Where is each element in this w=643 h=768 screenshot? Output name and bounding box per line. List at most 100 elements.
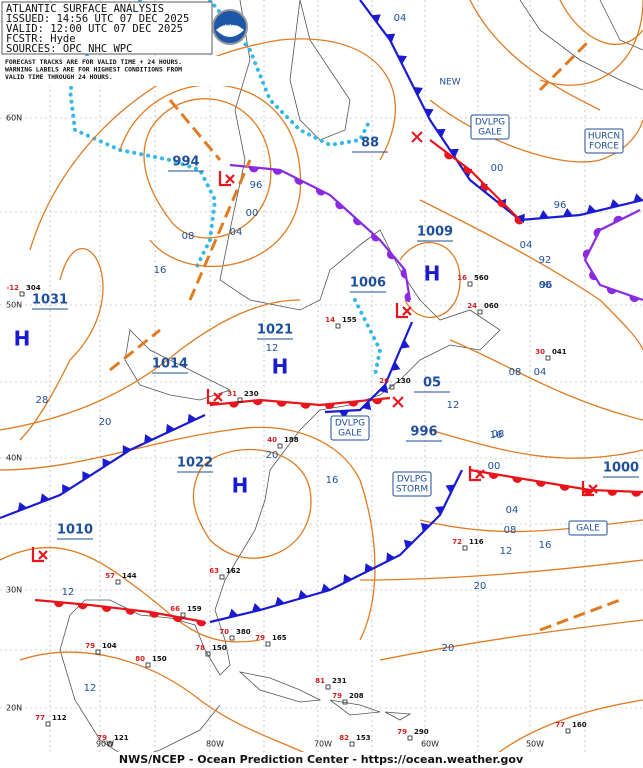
- isobar-label: 00: [488, 461, 501, 472]
- isobar-label: 96: [554, 200, 567, 211]
- station-marker: [19, 291, 25, 297]
- ice-edge: [208, 0, 372, 148]
- isobar-label: 00: [246, 208, 259, 219]
- isobar-label: 16: [154, 265, 167, 276]
- front-triangle: [165, 423, 175, 434]
- isobar: [0, 299, 301, 431]
- trough: [539, 598, 621, 632]
- high-center: H: [424, 262, 441, 286]
- front-triangle: [586, 204, 597, 214]
- warning-text: DVLPG: [335, 419, 365, 429]
- station-marker: [407, 735, 413, 741]
- latitude-label: 40N: [6, 454, 22, 463]
- front-semicircle: [589, 270, 597, 281]
- station-marker: [180, 612, 186, 618]
- isobar: [143, 98, 272, 239]
- warning-text: DVLPG: [475, 118, 505, 128]
- front-triangle: [40, 493, 50, 503]
- latitude-label: 50N: [6, 301, 22, 310]
- front-semicircle: [294, 177, 304, 185]
- front-triangle: [274, 596, 285, 606]
- header-line: ATLANTIC SURFACE ANALYSIS: [6, 3, 164, 15]
- longitude-label: 60W: [421, 740, 439, 749]
- station-marker: [389, 384, 395, 390]
- station-marker: [229, 635, 235, 641]
- front-triangle: [424, 108, 434, 118]
- isobar-label: 04: [534, 367, 547, 378]
- isobar: [399, 242, 461, 318]
- front-triangle: [403, 539, 414, 549]
- isobar-label: 92: [539, 255, 552, 266]
- station-pressure: 165: [272, 634, 287, 642]
- front-triangle: [436, 128, 446, 138]
- isobar-label: 20: [474, 581, 487, 592]
- warning-text: FORCE: [589, 142, 619, 152]
- isobar-label: 20: [266, 450, 279, 461]
- isobar: [419, 519, 643, 533]
- front-triangle: [102, 458, 112, 468]
- front-triangle: [17, 501, 28, 512]
- front-line: [359, 0, 406, 71]
- front-semicircle: [315, 188, 326, 196]
- front-semicircle: [353, 216, 362, 226]
- header-line: FCSTR: Hyde: [6, 33, 76, 45]
- station-temp: 80: [135, 655, 145, 663]
- station-temp: 70: [219, 628, 229, 636]
- front-triangle: [144, 434, 154, 444]
- latitude-label: 20N: [6, 704, 22, 713]
- high-center: H: [232, 474, 249, 498]
- footer-band: [0, 752, 643, 768]
- center-pressure: 1009: [417, 225, 453, 240]
- station-temp: 79: [255, 634, 265, 642]
- low-symbol: [581, 481, 598, 497]
- ice-edge: [67, 0, 218, 272]
- isobar-label: 16: [490, 430, 503, 441]
- warning-box: [584, 128, 624, 154]
- front-semicircle: [607, 490, 618, 496]
- isobar-label: 12: [84, 683, 97, 694]
- station-marker: [325, 684, 331, 690]
- front-triangle: [343, 573, 353, 584]
- station-marker: [115, 579, 121, 585]
- isobar: [0, 546, 261, 643]
- fronts: [0, 0, 643, 627]
- warning-text: GALE: [338, 429, 362, 439]
- warning-box: [568, 520, 608, 536]
- station-marker: [545, 355, 551, 361]
- station-temp: 40: [267, 436, 277, 444]
- isobar-label: 08: [182, 231, 195, 242]
- station-marker: [219, 574, 225, 580]
- center-pressure: 05: [423, 376, 441, 391]
- trough: [538, 38, 592, 92]
- front-semicircle: [536, 481, 546, 487]
- station-marker: [342, 699, 348, 705]
- front-line: [229, 163, 412, 301]
- station-temp: 63: [209, 567, 219, 575]
- isobar-label: 04: [230, 227, 243, 238]
- front-triangle: [633, 193, 643, 203]
- warning-text: HURCN: [588, 132, 620, 142]
- isobar-label: 12: [447, 400, 460, 411]
- low-symbol: [218, 171, 235, 187]
- front-semicircle: [444, 151, 454, 160]
- station-temp: 77: [35, 714, 45, 722]
- troughs: [109, 38, 621, 632]
- station-pressure: 560: [474, 274, 489, 282]
- front-triangle: [321, 583, 331, 593]
- baffin-island: [289, 0, 351, 141]
- longitude-label: 50W: [526, 740, 544, 749]
- warning-text: DVLPG: [397, 475, 427, 485]
- noaa-logo-bird: [216, 24, 244, 37]
- station-pressure: 060: [484, 302, 499, 310]
- front-semicircle: [348, 401, 359, 407]
- front-semicircle: [613, 215, 624, 223]
- station-temp: -12: [6, 284, 19, 292]
- isobar-label: 96: [250, 180, 263, 191]
- front-triangle: [228, 608, 239, 618]
- front-semicircle: [248, 166, 259, 173]
- isobar: [29, 38, 396, 251]
- isobar: [119, 84, 302, 267]
- front-semicircle: [497, 198, 507, 208]
- station-temp: 14: [325, 316, 335, 324]
